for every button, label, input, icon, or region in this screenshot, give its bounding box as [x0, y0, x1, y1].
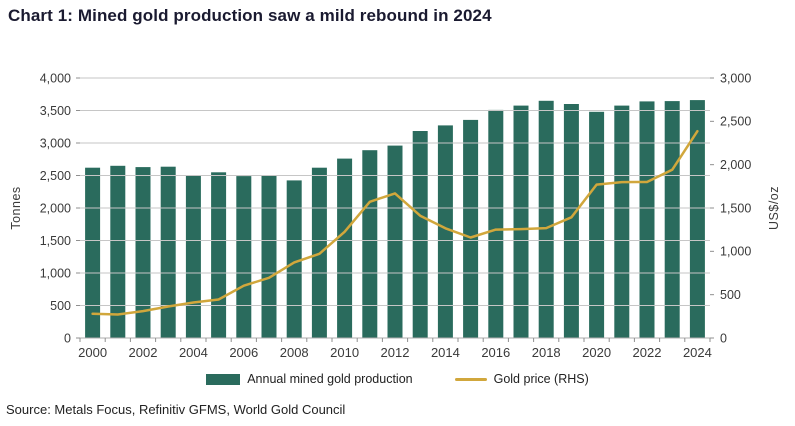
svg-text:2010: 2010	[330, 345, 359, 360]
svg-text:2020: 2020	[582, 345, 611, 360]
svg-text:2,500: 2,500	[40, 169, 71, 183]
legend-item-production: Annual mined gold production	[206, 372, 413, 386]
svg-text:3,000: 3,000	[40, 136, 71, 150]
svg-text:0: 0	[720, 331, 727, 345]
svg-text:2002: 2002	[129, 345, 158, 360]
svg-text:2024: 2024	[683, 345, 712, 360]
svg-text:2006: 2006	[229, 345, 258, 360]
source-text: Source: Metals Focus, Refinitiv GFMS, Wo…	[6, 402, 346, 417]
svg-text:2,000: 2,000	[40, 201, 71, 215]
svg-text:3,500: 3,500	[40, 104, 71, 118]
svg-text:1,000: 1,000	[40, 266, 71, 280]
svg-text:3,000: 3,000	[720, 71, 751, 85]
svg-text:2022: 2022	[633, 345, 662, 360]
production-bar-swatch-icon	[206, 373, 241, 385]
legend-item-price: Gold price (RHS)	[454, 372, 589, 386]
svg-text:US$/oz: US$/oz	[767, 186, 781, 230]
svg-text:2,000: 2,000	[720, 158, 751, 172]
chart-title: Chart 1: Mined gold production saw a mil…	[8, 6, 492, 25]
svg-text:500: 500	[50, 299, 71, 313]
legend-label-production: Annual mined gold production	[247, 372, 413, 386]
svg-text:500: 500	[720, 288, 741, 302]
svg-text:2004: 2004	[179, 345, 208, 360]
svg-text:2016: 2016	[481, 345, 510, 360]
svg-text:2,500: 2,500	[720, 115, 751, 129]
svg-text:1,500: 1,500	[720, 201, 751, 215]
legend: Annual mined gold production Gold price …	[0, 372, 795, 386]
svg-text:2012: 2012	[381, 345, 410, 360]
chart-svg: 0 500 1,000 1,500 2,000 2,500 3,000 3,500 4,000 0…	[9, 71, 781, 360]
svg-text:2014: 2014	[431, 345, 460, 360]
svg-text:0: 0	[64, 331, 71, 345]
price-line-swatch-icon	[454, 377, 487, 381]
svg-text:2000: 2000	[78, 345, 107, 360]
svg-text:2018: 2018	[532, 345, 561, 360]
svg-text:2008: 2008	[280, 345, 309, 360]
svg-text:1,000: 1,000	[720, 245, 751, 259]
legend-label-price: Gold price (RHS)	[493, 372, 589, 386]
svg-text:Tonnes: Tonnes	[9, 186, 23, 229]
svg-text:1,500: 1,500	[40, 234, 71, 248]
svg-text:4,000: 4,000	[40, 71, 71, 85]
